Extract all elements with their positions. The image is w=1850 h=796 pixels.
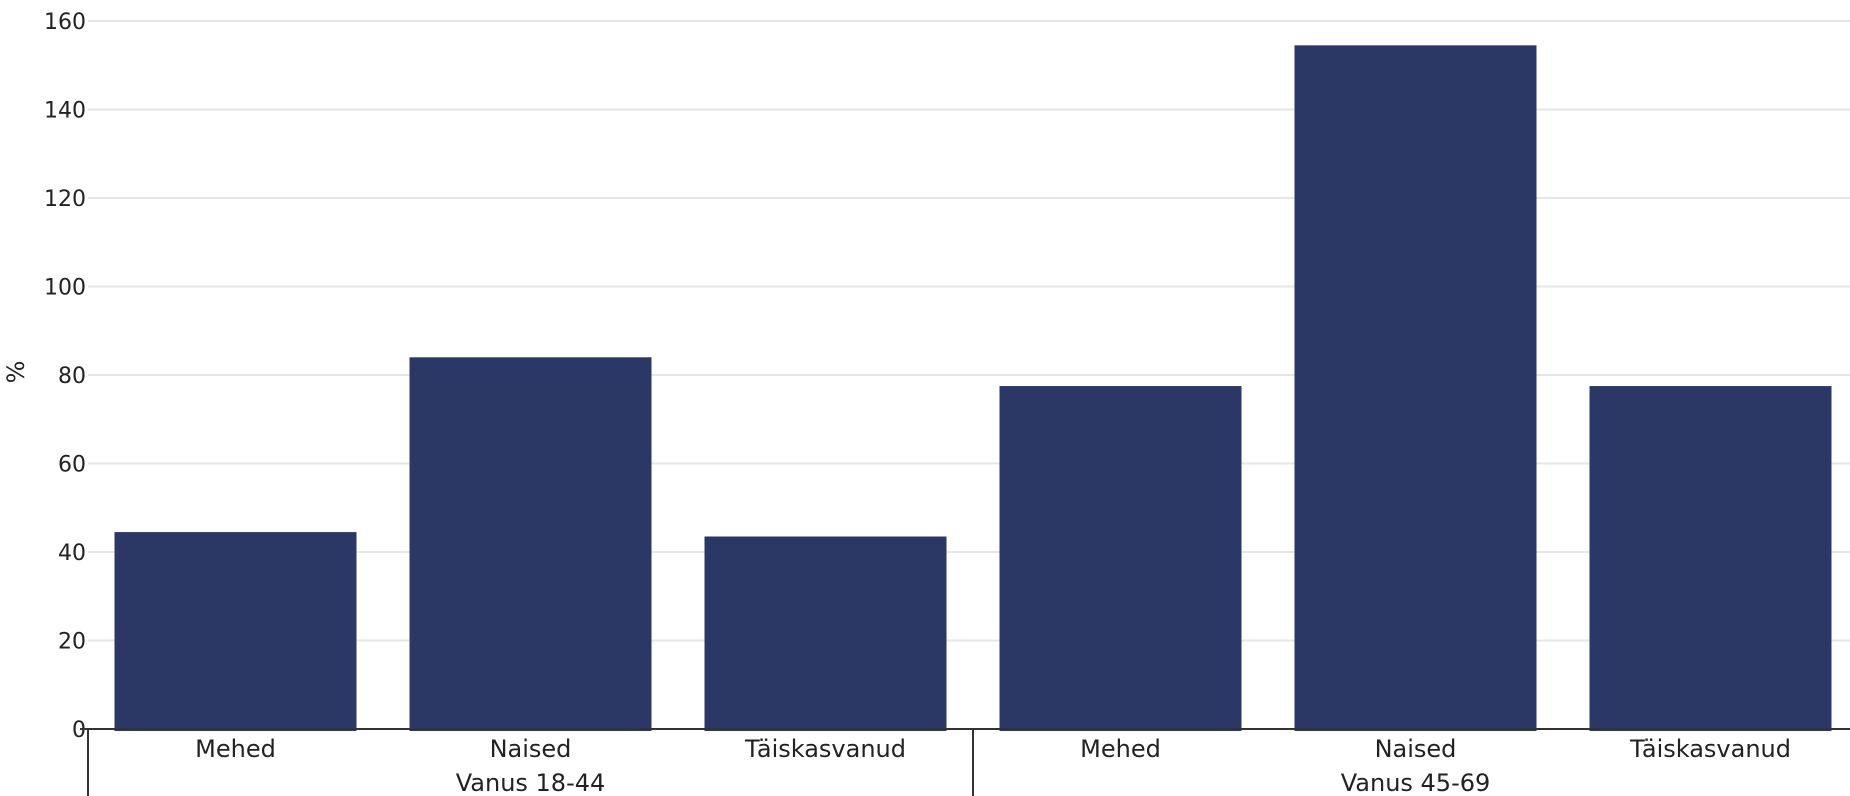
x-axis-labels: Mehed Naised Täiskasvanud Vanus 18-44 Mehed N… xyxy=(195,735,1791,796)
y-tick-label: 160 xyxy=(44,10,86,35)
y-tick-label: 100 xyxy=(44,276,86,301)
y-tick-label: 40 xyxy=(58,541,86,566)
gridlines xyxy=(88,20,1850,642)
x-category-label: Mehed xyxy=(1080,735,1161,763)
y-tick-label: 140 xyxy=(44,99,86,124)
x-category-label: Naised xyxy=(1375,735,1457,763)
x-category-label: Täiskasvanud xyxy=(744,735,906,763)
bar xyxy=(1589,386,1832,731)
x-group-label: Vanus 18-44 xyxy=(456,769,606,796)
x-category-label: Täiskasvanud xyxy=(1629,735,1791,763)
x-group-label: Vanus 45-69 xyxy=(1341,769,1491,796)
y-axis-ticks: 0 20 40 60 80 100 120 140 160 xyxy=(44,10,86,743)
bar xyxy=(409,357,652,731)
y-tick-label: 20 xyxy=(58,630,86,655)
y-tick-label: 60 xyxy=(58,453,86,478)
bar xyxy=(704,536,947,731)
y-axis-title: % xyxy=(2,361,30,384)
bar xyxy=(1294,45,1537,731)
bar xyxy=(999,386,1242,731)
bars xyxy=(114,45,1832,731)
x-category-label: Naised xyxy=(490,735,572,763)
axes xyxy=(80,728,1850,796)
x-category-label: Mehed xyxy=(195,735,276,763)
y-tick-label: 120 xyxy=(44,187,86,212)
bar xyxy=(114,532,357,731)
y-tick-label: 80 xyxy=(58,364,86,389)
y-tick-label: 0 xyxy=(72,718,86,743)
